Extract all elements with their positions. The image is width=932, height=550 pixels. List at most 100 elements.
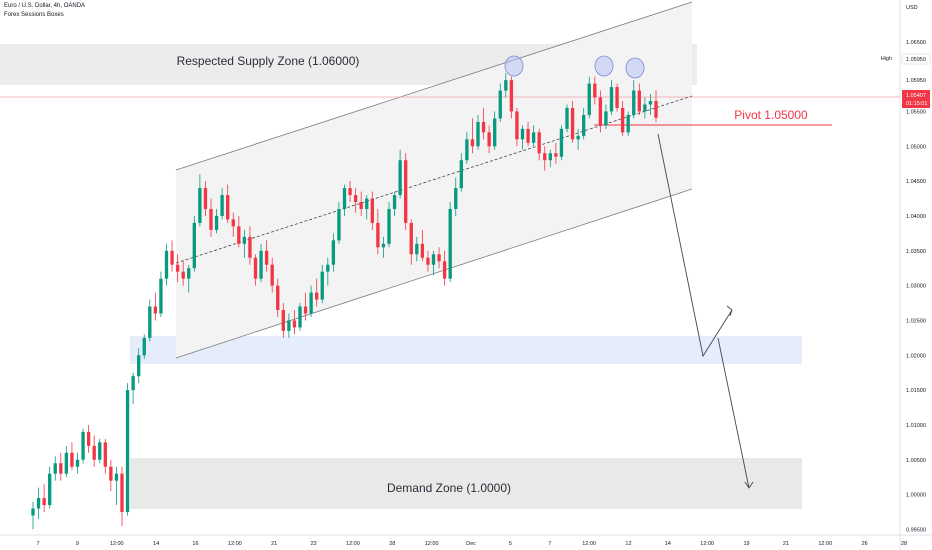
candle-body — [409, 222, 413, 255]
candle-body — [125, 390, 130, 513]
candle-body — [554, 153, 558, 157]
candle-body — [315, 292, 319, 300]
channel-lower-line — [175, 188, 693, 359]
candle-body — [526, 128, 530, 143]
candle-body — [582, 114, 586, 136]
candle-body — [259, 250, 263, 279]
candle-body — [615, 87, 619, 108]
projection-path-down — [717, 337, 750, 489]
currency-label: USD — [906, 5, 918, 11]
candle-body — [75, 459, 80, 467]
candle-body — [92, 445, 96, 460]
candle-body — [214, 215, 219, 230]
high-badge-label: High — [881, 56, 892, 62]
candle-body — [70, 452, 74, 467]
candle-body — [537, 132, 541, 154]
candle-body — [392, 195, 397, 209]
candle-body — [231, 219, 235, 227]
candle-body — [320, 271, 324, 300]
candle-body — [576, 135, 580, 140]
y-tick-label: 1.01000 — [906, 423, 926, 429]
x-tick-label: 12:00 — [700, 541, 714, 547]
candle-body — [415, 243, 419, 255]
x-tick-label: 12:00 — [228, 541, 242, 547]
y-tick-label: 1.02000 — [906, 353, 926, 359]
candle-body — [298, 306, 302, 328]
x-tick-label: 21 — [271, 541, 277, 547]
y-tick-label: 1.05000 — [906, 144, 926, 150]
candle-body — [548, 153, 552, 161]
candle-body — [604, 111, 608, 126]
candle-body — [86, 431, 91, 446]
candle-body — [203, 188, 208, 209]
candle-body — [198, 188, 202, 223]
candle-body — [359, 202, 363, 209]
x-tick-label: 12 — [625, 541, 631, 547]
demand-zone-label: Demand Zone (1.0000) — [387, 481, 511, 495]
candle-body — [404, 160, 408, 223]
candle-body — [220, 195, 224, 216]
candle-body — [281, 309, 285, 331]
x-tick-label: 12:00 — [110, 541, 124, 547]
candle-body — [31, 508, 35, 516]
candle-body — [192, 222, 196, 269]
candle-body — [509, 80, 514, 112]
current-price-badge — [902, 90, 930, 108]
candle-body — [153, 306, 158, 314]
candle-body — [131, 376, 135, 391]
candle-body — [465, 139, 469, 161]
x-tick-label: 12:00 — [346, 541, 360, 547]
time-axis-ticks: 7 9 12:00 14 16 12:00 21 23 12:00 28 12:00 Dec 5 7 12:… — [36, 541, 907, 547]
candle-body — [587, 83, 591, 115]
x-tick-label: 26 — [862, 541, 868, 547]
candle-body — [248, 236, 252, 258]
candle-body — [142, 337, 146, 356]
price-axis-ticks: 1.06500 1.05950 1.05500 1.05000 1.04500 1.040… — [906, 40, 926, 534]
candle-body — [398, 160, 402, 196]
candle-body — [187, 268, 191, 279]
x-tick-label: 14 — [665, 541, 671, 547]
y-tick-label: 1.03000 — [906, 284, 926, 290]
candle-body — [253, 257, 258, 279]
y-tick-label: 1.00000 — [906, 493, 926, 499]
candle-body — [598, 97, 603, 126]
candle-body — [437, 254, 441, 262]
candle-body — [348, 188, 352, 196]
candle-body — [504, 80, 508, 91]
y-tick-label: 1.04500 — [906, 179, 926, 185]
candle-body — [632, 90, 636, 115]
candle-body — [164, 250, 169, 279]
high-value-badge — [901, 53, 931, 65]
candle-body — [626, 114, 630, 133]
x-tick-label: 14 — [153, 541, 159, 547]
candle-body — [303, 306, 308, 314]
pivot-label: Pivot 1.05000 — [734, 108, 808, 122]
y-tick-label: 1.03500 — [906, 249, 926, 255]
candle-body — [637, 90, 641, 112]
top-marker-2 — [594, 55, 614, 77]
x-tick-label: 12:00 — [425, 541, 439, 547]
candle-body — [487, 132, 491, 147]
candle-body — [331, 240, 336, 265]
candle-body — [53, 463, 57, 474]
candle-body — [48, 473, 52, 506]
candle-body — [387, 208, 391, 244]
x-tick-label: 19 — [743, 541, 749, 547]
candle-body — [226, 195, 230, 220]
candle-body — [109, 466, 113, 481]
candle-body — [454, 188, 458, 209]
candle-body — [481, 121, 486, 133]
candles-group — [31, 73, 658, 530]
y-tick-label: 0.99500 — [906, 527, 926, 533]
candle-body — [64, 452, 69, 474]
top-marker-1 — [504, 55, 524, 77]
candle-body — [81, 431, 85, 460]
y-tick-label: 1.04000 — [906, 214, 926, 220]
candle-body — [376, 222, 380, 248]
candle-body — [365, 198, 369, 209]
high-value: 1.05950 — [906, 57, 926, 63]
candle-body — [326, 264, 330, 272]
candle-body — [137, 355, 141, 377]
chart-title: Euro / U.S. Dollar, 4h, OANDA — [4, 3, 86, 9]
